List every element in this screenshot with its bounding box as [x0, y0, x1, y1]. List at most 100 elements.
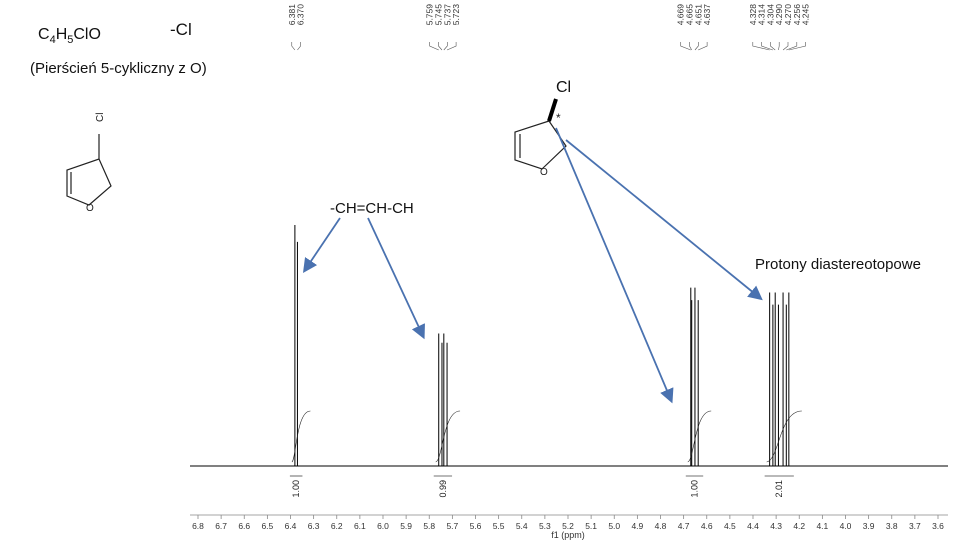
- wedge-bond: [547, 98, 558, 122]
- integral-curve: [766, 410, 802, 463]
- peak-label-connector: [698, 42, 708, 51]
- x-tick-label: 6.8: [192, 521, 204, 531]
- peak-label-connector: [429, 42, 439, 51]
- peak-label-connector: [752, 42, 770, 51]
- integral-value: 1.00: [689, 480, 699, 498]
- arrow-ch2: [565, 139, 763, 301]
- formula-h-count: 5: [67, 34, 74, 47]
- annotation-arrows: [302, 127, 763, 404]
- x-tick-label: 5.0: [608, 521, 620, 531]
- peak-label-connector: [788, 42, 806, 51]
- integral-curve: [291, 410, 311, 463]
- x-tick-label: 4.8: [655, 521, 667, 531]
- peak-label: 5.737: [442, 4, 452, 26]
- x-tick-label: 5.9: [400, 521, 412, 531]
- small-ring-o: O: [86, 203, 94, 214]
- integral-value: 0.99: [438, 480, 448, 498]
- x-tick-label: 6.0: [377, 521, 389, 531]
- x-tick-label: 6.1: [354, 521, 366, 531]
- large-ring-o: O: [540, 167, 548, 178]
- x-tick-label: 6.6: [238, 521, 250, 531]
- peak-label-connector: [443, 42, 448, 51]
- integral-curve: [435, 410, 461, 463]
- x-tick-label: 6.2: [331, 521, 343, 531]
- peak-label-connector: [689, 42, 692, 51]
- peak-label: 4.314: [757, 4, 767, 26]
- formula-c-count: 4: [49, 34, 56, 47]
- substituent-label: -Cl: [170, 20, 192, 39]
- x-tick-label: 5.2: [562, 521, 574, 531]
- peak-label: 4.665: [685, 4, 695, 26]
- peak-label-connector: [761, 42, 773, 51]
- x-tick-label: 5.7: [446, 521, 458, 531]
- x-tick-label: 3.7: [909, 521, 921, 531]
- x-axis-label: f1 (ppm): [551, 530, 585, 540]
- peak-label-connector: [694, 42, 699, 51]
- x-tick-label: 4.3: [770, 521, 782, 531]
- x-tick-label: 6.3: [308, 521, 320, 531]
- x-tick-label: 5.4: [516, 521, 528, 531]
- small-ring-cl: Cl: [95, 113, 106, 122]
- peak-label: 5.723: [451, 4, 461, 26]
- x-tick-label: 4.4: [747, 521, 759, 531]
- peak-label-connector: [680, 42, 691, 51]
- large-ring-structure: [514, 120, 567, 170]
- peak-label: 4.328: [748, 4, 758, 26]
- x-tick-label: 6.7: [215, 521, 227, 531]
- diastereotopic-annotation: Protony diastereotopowe: [755, 256, 921, 273]
- x-tick-label: 5.1: [585, 521, 597, 531]
- peak-label-connector: [770, 42, 776, 51]
- peak-label: 6.370: [296, 4, 306, 26]
- x-tick-label: 4.5: [724, 521, 736, 531]
- integral-value: 1.00: [291, 480, 301, 498]
- integrals: 1.00 0.99 1.00 2.01: [289, 410, 802, 498]
- chlorine-label: Cl: [556, 79, 572, 96]
- formula-h: H: [55, 26, 68, 43]
- arrow-chcl: [555, 127, 674, 404]
- vinyl-annotation: -CH=CH-CH: [330, 200, 414, 217]
- peak-label: 4.290: [774, 4, 784, 26]
- peak-label-connector: [297, 42, 301, 51]
- x-tick-label: 3.8: [886, 521, 898, 531]
- x-tick-label: 4.2: [793, 521, 805, 531]
- ring-note: (Pierścień 5-cykliczny z O): [30, 60, 207, 77]
- peak-label-connector: [438, 42, 443, 51]
- x-tick-label: 4.9: [631, 521, 643, 531]
- formula-rest: ClO: [73, 26, 101, 43]
- peak-label: 4.256: [792, 4, 802, 26]
- integral-curve: [687, 410, 712, 463]
- peak-label: 4.270: [783, 4, 793, 26]
- x-tick-label: 4.7: [678, 521, 690, 531]
- small-ring-structure: [66, 134, 112, 206]
- peak-label: 4.669: [676, 4, 686, 26]
- arrow-vinyl-2: [367, 217, 425, 340]
- peak-label-connector: [782, 42, 789, 51]
- x-tick-label: 5.5: [493, 521, 505, 531]
- peak-label: 5.745: [433, 4, 443, 26]
- x-tick-label: 5.8: [423, 521, 435, 531]
- peak-label: 4.637: [702, 4, 712, 26]
- x-tick-label: 4.1: [816, 521, 828, 531]
- x-tick-label: 5.6: [470, 521, 482, 531]
- x-tick-label: 5.3: [539, 521, 551, 531]
- peak-label: 4.651: [693, 4, 703, 26]
- integral-value: 2.01: [774, 480, 784, 498]
- peak-label-connector: [446, 42, 457, 51]
- x-tick-label: 3.6: [932, 521, 944, 531]
- arrow-vinyl-1: [302, 217, 341, 273]
- peak-label: 5.759: [425, 4, 435, 26]
- peak-label: 6.381: [287, 4, 297, 26]
- spectrum-peaks: [294, 225, 790, 466]
- peak-label: 4.245: [801, 4, 811, 26]
- x-tick-label: 6.4: [285, 521, 297, 531]
- peak-label-connector: [786, 42, 798, 51]
- x-tick-label: 3.9: [863, 521, 875, 531]
- x-tick-label: 4.0: [840, 521, 852, 531]
- formula-c: C: [38, 26, 50, 43]
- peak-label: 4.304: [765, 4, 775, 26]
- x-tick-label: 6.5: [261, 521, 273, 531]
- x-tick-label: 4.6: [701, 521, 713, 531]
- peak-label-connector: [778, 42, 780, 51]
